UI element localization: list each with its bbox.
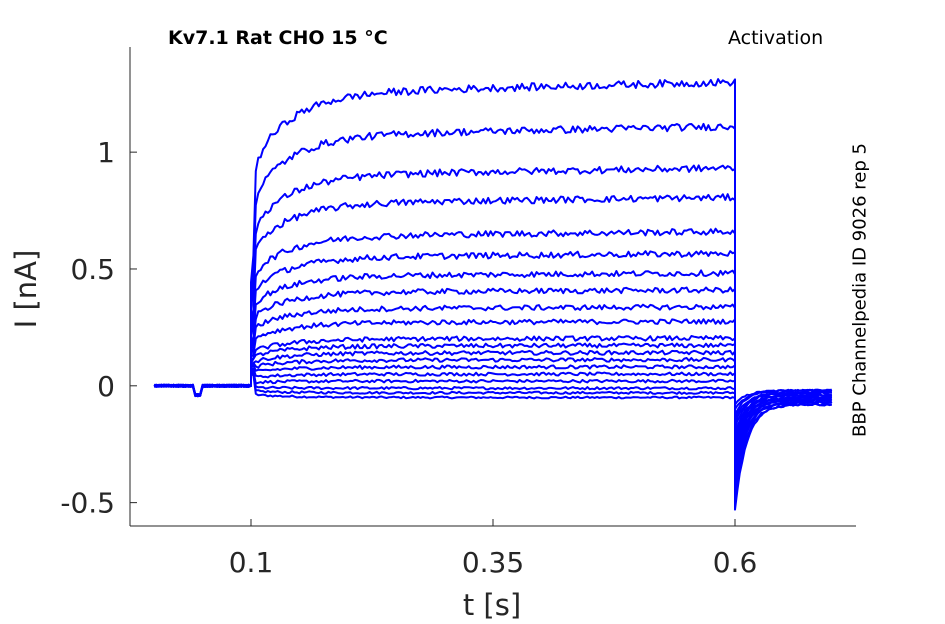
y-tick-group: -0.5 0 0.5 1	[60, 136, 137, 520]
current-trace	[153, 164, 833, 488]
current-trace	[154, 363, 832, 429]
current-trace	[153, 303, 832, 457]
current-trace	[153, 367, 832, 425]
current-trace	[153, 250, 833, 471]
current-trace	[153, 357, 832, 434]
x-axis-label: t [s]	[463, 588, 521, 622]
x-tick-label: 0.35	[462, 546, 524, 579]
x-tick-label: 0.6	[713, 546, 758, 579]
current-trace	[153, 371, 832, 415]
current-trace	[153, 193, 833, 481]
current-trace	[153, 286, 833, 462]
y-tick-label: 1	[97, 136, 115, 169]
y-tick-label: 0	[97, 370, 115, 403]
current-trace	[154, 349, 833, 439]
current-trace	[154, 269, 832, 467]
source-label: BBP Channelpedia ID 9026 rep 5	[849, 143, 871, 437]
x-tick-group: 0.1 0.35 0.6	[229, 519, 758, 579]
current-trace	[153, 371, 832, 411]
current-trace	[153, 342, 833, 443]
chart-title: Kv7.1 Rat CHO 15 °C	[168, 27, 388, 49]
current-trace	[153, 335, 833, 448]
trace-group	[153, 78, 833, 511]
chart-subtitle: Activation	[728, 27, 824, 49]
current-trace	[153, 227, 833, 476]
y-tick-label: -0.5	[60, 487, 115, 520]
y-axis-label: I [nA]	[9, 250, 43, 329]
current-trace	[153, 373, 833, 406]
current-trace	[153, 318, 833, 453]
current-trace	[153, 122, 832, 497]
current-trace	[154, 369, 833, 420]
y-tick-label: 0.5	[70, 253, 115, 286]
x-tick-label: 0.1	[229, 546, 274, 579]
current-trace	[154, 78, 832, 511]
